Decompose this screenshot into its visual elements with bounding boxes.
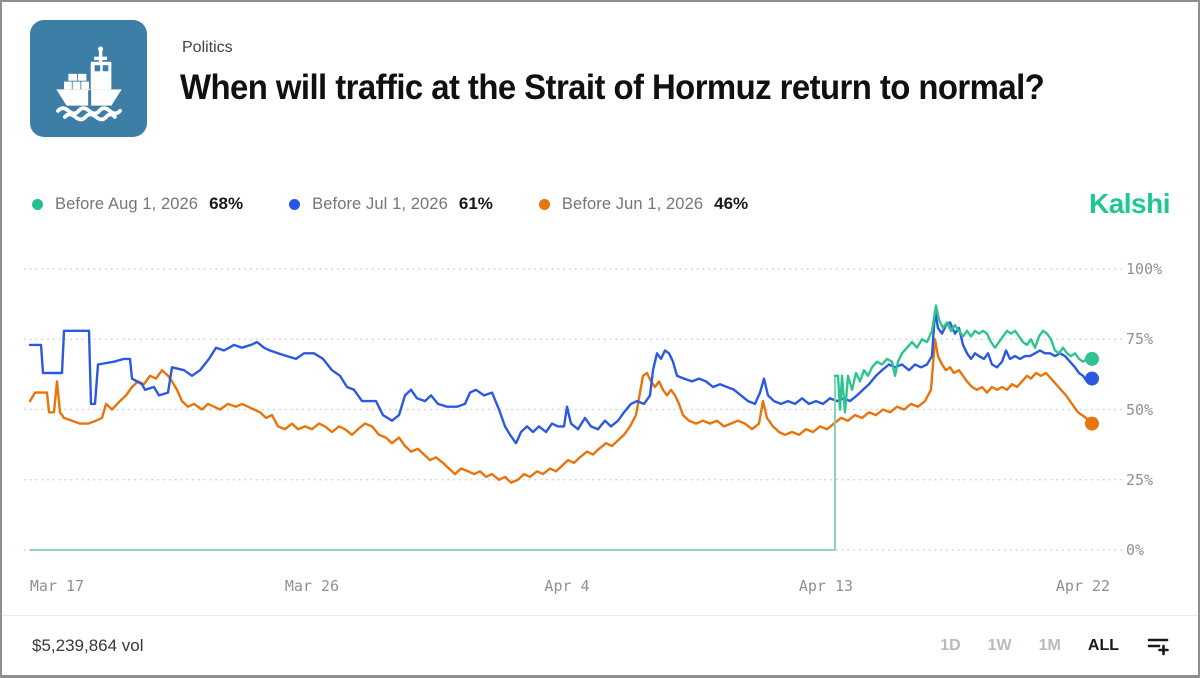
x-axis-label-apr-22: Apr 22 [1055,577,1111,595]
legend-label: Before Aug 1, 2026 [55,194,199,213]
legend-dot-green [32,198,43,210]
series-line-pre-before-aug-1-2026 [29,374,836,551]
x-axis-label-mar-26: Mar 26 [284,577,340,595]
series-line-before-aug-1-2026 [833,304,1094,414]
y-axis-label-25: 25% [1126,470,1154,489]
series-line-before-jun-1-2026 [28,338,1094,484]
volume-label: $5,239,864 vol [32,635,144,655]
category-label: Politics [182,39,233,56]
x-axis-label-apr-13: Apr 13 [798,577,854,595]
legend-label: Before Jul 1, 2026 [312,194,448,213]
market-title: When will traffic at the Strait of Hormu… [180,68,1045,107]
series-endpoint-before-jul-1-2026 [1085,371,1099,386]
y-axis-label-0: 0% [1126,541,1145,559]
cargo-ship-icon [55,45,122,121]
kalshi-logo: Kalshi [1088,188,1171,219]
series-endpoint-before-aug-1-2026 [1085,351,1099,366]
legend-value: 68% [209,194,244,213]
x-axis-label-mar-17: Mar 17 [29,577,85,595]
range-button-1w[interactable]: 1W [987,636,1012,654]
legend-item-before-jun-1-2026[interactable]: Before Jun 1, 2026 46% [538,194,749,214]
range-button-1d[interactable]: 1D [940,636,961,654]
y-axis-label-100: 100% [1126,260,1163,278]
series-endpoint-before-jun-1-2026 [1085,416,1099,431]
legend-label: Before Jun 1, 2026 [561,194,704,213]
legend-item-before-aug-1-2026[interactable]: Before Aug 1, 2026 68% [32,194,243,214]
y-axis-label-75: 75% [1126,330,1154,349]
series-line-before-jul-1-2026 [28,310,1094,445]
legend-dot-orange [538,198,550,210]
legend-dot-blue [289,198,301,210]
x-axis-label-apr-4: Apr 4 [544,577,590,595]
add-indicator-icon [1147,638,1169,655]
y-axis-label-50: 50% [1126,400,1154,419]
legend-value: 61% [458,194,493,213]
time-range-selector: 1D 1W 1M ALL [940,635,1170,657]
add-indicator-button[interactable] [1146,635,1170,657]
range-button-all[interactable]: ALL [1087,636,1119,654]
chart-legend: Before Aug 1, 2026 68% Before Jul 1, 202… [32,194,748,214]
price-chart[interactable] [2,252,1200,582]
range-button-1m[interactable]: 1M [1038,636,1061,654]
legend-value: 46% [714,194,749,213]
legend-item-before-jul-1-2026[interactable]: Before Jul 1, 2026 61% [289,194,493,214]
market-icon-tile [30,20,147,137]
chart-footer: $5,239,864 vol 1D 1W 1M ALL [2,615,1198,675]
